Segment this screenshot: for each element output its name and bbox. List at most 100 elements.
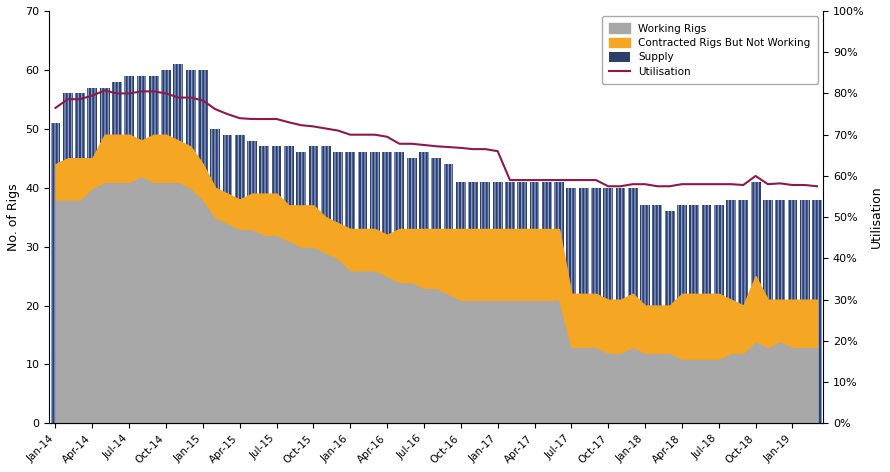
Bar (407, 158, 417, 423)
Bar (578, 188, 588, 423)
Bar (517, 182, 527, 423)
Bar (726, 200, 736, 423)
Bar (370, 152, 380, 423)
Bar (554, 182, 564, 423)
Bar (247, 141, 257, 423)
Bar (443, 164, 453, 423)
Bar (788, 200, 797, 423)
Bar (763, 200, 773, 423)
Bar (775, 200, 785, 423)
Bar (320, 146, 330, 423)
Bar (407, 158, 417, 423)
Bar (136, 76, 146, 423)
Bar (627, 188, 638, 423)
Bar (51, 123, 61, 423)
Bar (271, 146, 281, 423)
Bar (125, 76, 134, 423)
Bar (456, 182, 465, 423)
Bar (394, 152, 404, 423)
Bar (677, 205, 687, 423)
Bar (309, 146, 319, 423)
Bar (419, 152, 429, 423)
Bar (186, 70, 196, 423)
Bar (701, 205, 711, 423)
Bar (235, 135, 245, 423)
Bar (566, 188, 576, 423)
Bar (149, 76, 158, 423)
Bar (517, 182, 527, 423)
Bar (198, 70, 207, 423)
Bar (161, 70, 171, 423)
Bar (382, 152, 392, 423)
Bar (763, 200, 773, 423)
Bar (493, 182, 503, 423)
Bar (800, 200, 810, 423)
Bar (370, 152, 380, 423)
Bar (627, 188, 638, 423)
Bar (100, 87, 109, 423)
Bar (284, 146, 294, 423)
Bar (198, 70, 207, 423)
Bar (100, 87, 109, 423)
Bar (468, 182, 478, 423)
Bar (247, 141, 257, 423)
Bar (125, 76, 134, 423)
Bar (775, 200, 785, 423)
Bar (701, 205, 711, 423)
Bar (788, 200, 797, 423)
Bar (542, 182, 552, 423)
Bar (296, 152, 306, 423)
Bar (309, 146, 319, 423)
Bar (652, 205, 662, 423)
Bar (345, 152, 355, 423)
Bar (174, 64, 183, 423)
Y-axis label: Utilisation: Utilisation (870, 186, 883, 248)
Bar (689, 205, 700, 423)
Bar (726, 200, 736, 423)
Bar (665, 211, 675, 423)
Bar (161, 70, 171, 423)
Bar (333, 152, 343, 423)
Bar (739, 200, 748, 423)
Bar (812, 200, 822, 423)
Legend: Working Rigs, Contracted Rigs But Not Working, Supply, Utilisation: Working Rigs, Contracted Rigs But Not Wo… (602, 16, 818, 84)
Bar (640, 205, 650, 423)
Bar (468, 182, 478, 423)
Bar (394, 152, 404, 423)
Bar (210, 129, 220, 423)
Bar (530, 182, 539, 423)
Bar (505, 182, 514, 423)
Bar (63, 93, 73, 423)
Bar (358, 152, 368, 423)
Bar (481, 182, 490, 423)
Bar (505, 182, 514, 423)
Bar (493, 182, 503, 423)
Bar (259, 146, 269, 423)
Bar (714, 205, 724, 423)
Bar (640, 205, 650, 423)
Bar (481, 182, 490, 423)
Bar (616, 188, 626, 423)
Bar (174, 64, 183, 423)
Bar (432, 158, 441, 423)
Bar (591, 188, 601, 423)
Bar (320, 146, 330, 423)
Bar (136, 76, 146, 423)
Bar (432, 158, 441, 423)
Bar (665, 211, 675, 423)
Bar (112, 82, 122, 423)
Bar (554, 182, 564, 423)
Bar (616, 188, 626, 423)
Bar (345, 152, 355, 423)
Bar (652, 205, 662, 423)
Bar (443, 164, 453, 423)
Bar (296, 152, 306, 423)
Bar (186, 70, 196, 423)
Bar (800, 200, 810, 423)
Bar (51, 123, 61, 423)
Y-axis label: No. of Rigs: No. of Rigs (7, 184, 20, 251)
Bar (603, 188, 613, 423)
Bar (87, 87, 97, 423)
Bar (284, 146, 294, 423)
Bar (456, 182, 465, 423)
